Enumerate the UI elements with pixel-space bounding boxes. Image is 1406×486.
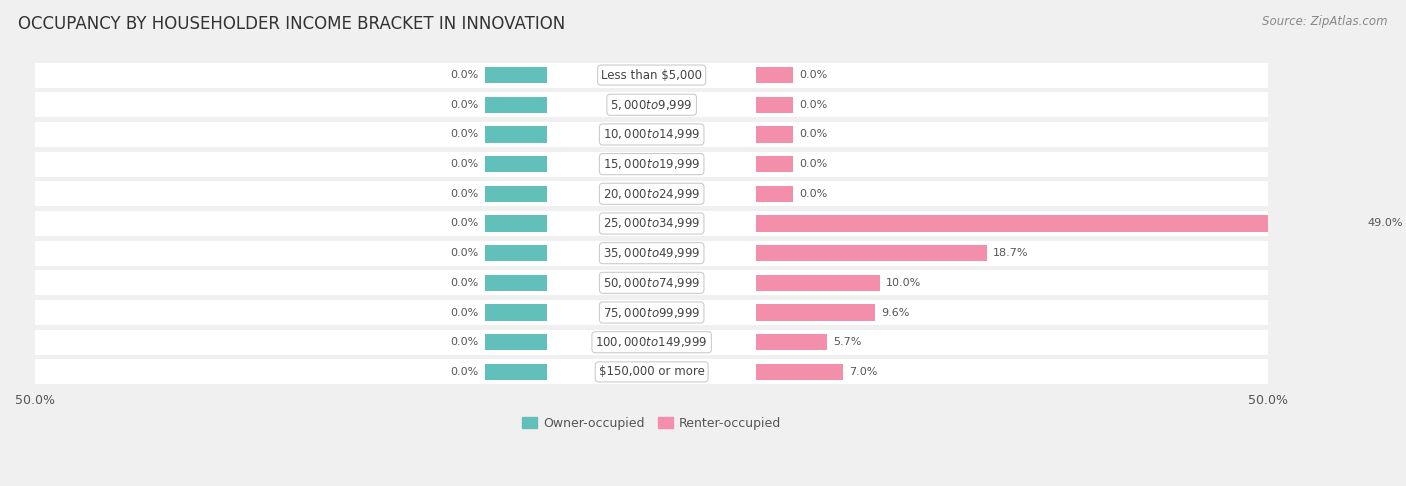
Text: 0.0%: 0.0% xyxy=(800,159,828,169)
Text: $100,000 to $149,999: $100,000 to $149,999 xyxy=(596,335,707,349)
Bar xyxy=(756,186,793,202)
Text: 0.0%: 0.0% xyxy=(451,337,479,347)
Bar xyxy=(756,97,793,113)
Text: 0.0%: 0.0% xyxy=(451,367,479,377)
Text: 0.0%: 0.0% xyxy=(800,189,828,199)
Text: 0.0%: 0.0% xyxy=(451,219,479,228)
Text: 0.0%: 0.0% xyxy=(800,100,828,110)
Bar xyxy=(485,67,547,83)
Text: $35,000 to $49,999: $35,000 to $49,999 xyxy=(603,246,700,260)
Text: 5.7%: 5.7% xyxy=(832,337,862,347)
Bar xyxy=(485,275,547,291)
Bar xyxy=(756,126,793,142)
Bar xyxy=(35,152,1268,176)
Bar xyxy=(756,304,875,321)
Text: 0.0%: 0.0% xyxy=(451,129,479,139)
Bar xyxy=(756,364,842,380)
Bar xyxy=(756,334,827,350)
Text: $10,000 to $14,999: $10,000 to $14,999 xyxy=(603,127,700,141)
Text: 9.6%: 9.6% xyxy=(882,308,910,317)
Text: OCCUPANCY BY HOUSEHOLDER INCOME BRACKET IN INNOVATION: OCCUPANCY BY HOUSEHOLDER INCOME BRACKET … xyxy=(18,15,565,33)
Bar xyxy=(485,186,547,202)
Text: $15,000 to $19,999: $15,000 to $19,999 xyxy=(603,157,700,171)
Bar xyxy=(485,364,547,380)
Text: 18.7%: 18.7% xyxy=(993,248,1029,258)
Text: $150,000 or more: $150,000 or more xyxy=(599,365,704,379)
Bar xyxy=(485,215,547,232)
Text: $5,000 to $9,999: $5,000 to $9,999 xyxy=(610,98,693,112)
Text: Less than $5,000: Less than $5,000 xyxy=(602,69,702,82)
Text: 49.0%: 49.0% xyxy=(1367,219,1403,228)
Text: 0.0%: 0.0% xyxy=(451,159,479,169)
Text: 0.0%: 0.0% xyxy=(451,70,479,80)
Bar xyxy=(756,245,987,261)
Text: 0.0%: 0.0% xyxy=(451,278,479,288)
Bar xyxy=(485,126,547,142)
Bar xyxy=(756,215,1361,232)
Bar xyxy=(35,300,1268,325)
Bar xyxy=(485,334,547,350)
Bar xyxy=(485,304,547,321)
Bar xyxy=(35,122,1268,147)
Bar xyxy=(35,360,1268,384)
Bar xyxy=(485,97,547,113)
Text: $20,000 to $24,999: $20,000 to $24,999 xyxy=(603,187,700,201)
Bar xyxy=(35,330,1268,355)
Text: 0.0%: 0.0% xyxy=(451,189,479,199)
Bar xyxy=(756,156,793,172)
Bar xyxy=(35,270,1268,295)
Text: 0.0%: 0.0% xyxy=(451,248,479,258)
Text: 0.0%: 0.0% xyxy=(451,100,479,110)
Text: Source: ZipAtlas.com: Source: ZipAtlas.com xyxy=(1263,15,1388,28)
Text: 0.0%: 0.0% xyxy=(800,129,828,139)
Text: 10.0%: 10.0% xyxy=(886,278,921,288)
Bar xyxy=(35,211,1268,236)
Bar xyxy=(35,181,1268,206)
Text: $75,000 to $99,999: $75,000 to $99,999 xyxy=(603,306,700,319)
Text: 7.0%: 7.0% xyxy=(849,367,877,377)
Bar xyxy=(756,275,880,291)
Bar xyxy=(35,92,1268,117)
Bar xyxy=(35,241,1268,266)
Bar xyxy=(485,245,547,261)
Text: $25,000 to $34,999: $25,000 to $34,999 xyxy=(603,216,700,230)
Text: 0.0%: 0.0% xyxy=(451,308,479,317)
Bar xyxy=(485,156,547,172)
Bar xyxy=(756,67,793,83)
Legend: Owner-occupied, Renter-occupied: Owner-occupied, Renter-occupied xyxy=(517,412,786,434)
Bar xyxy=(35,63,1268,87)
Text: $50,000 to $74,999: $50,000 to $74,999 xyxy=(603,276,700,290)
Text: 0.0%: 0.0% xyxy=(800,70,828,80)
